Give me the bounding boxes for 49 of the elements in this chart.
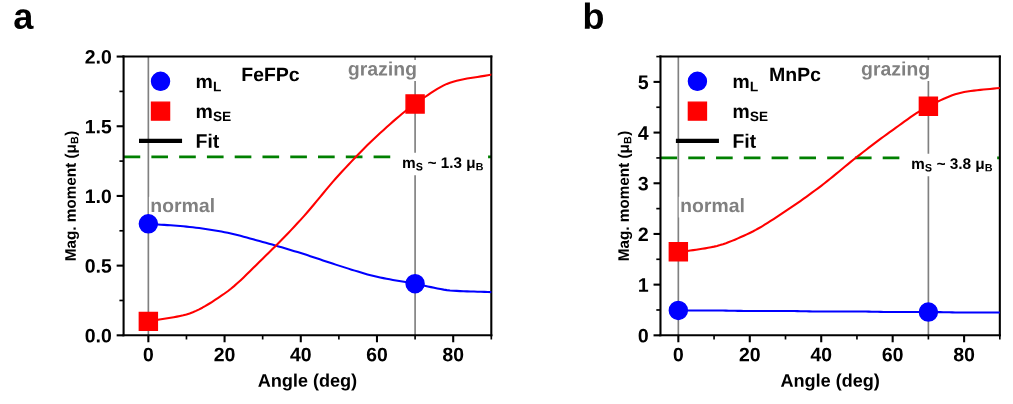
x-tick-label: 0 bbox=[673, 347, 683, 362]
annotation: Fit bbox=[196, 133, 220, 148]
point bbox=[405, 274, 425, 294]
y-axis-title: Mag. moment (μ$_{B}$) bbox=[64, 131, 79, 261]
point bbox=[668, 300, 689, 321]
y-tick-label: 0.0 bbox=[85, 328, 111, 343]
point bbox=[405, 94, 425, 114]
y-tick-label: 1.5 bbox=[85, 119, 112, 134]
point bbox=[668, 241, 689, 262]
legend-label: m$_{L}$ bbox=[196, 77, 221, 92]
x-tick-label: 0 bbox=[143, 347, 153, 362]
x-tick-label: 40 bbox=[290, 347, 311, 362]
annotation: FeFPc bbox=[242, 67, 300, 82]
legend-label: m$_{SE}$ bbox=[196, 107, 231, 122]
x-tick-label: 80 bbox=[443, 347, 464, 362]
chart-title: a bbox=[14, 9, 34, 30]
y-tick-label: 1 bbox=[639, 278, 649, 292]
y-tick-label: 0.5 bbox=[85, 259, 112, 273]
ref-line-label: m$_{S}$ ~ 1.3 μ$_{B}$ bbox=[403, 157, 483, 172]
y-tick-label: 5 bbox=[638, 75, 649, 90]
y-tick-label: 2.0 bbox=[85, 50, 111, 64]
point bbox=[138, 214, 159, 234]
x-axis-title: Angle (deg) bbox=[780, 373, 879, 391]
legend-label: m$_{SE}$ bbox=[733, 107, 768, 122]
y-axis-title: Mag. moment (μ$_{B}$) bbox=[617, 131, 633, 261]
x-tick-label: 60 bbox=[882, 347, 903, 362]
point bbox=[918, 96, 939, 116]
x-tick-label: 20 bbox=[214, 347, 235, 362]
annotation: MnPc bbox=[770, 67, 821, 82]
ref-line-label: grazing bbox=[861, 61, 929, 80]
y-tick-label: 0 bbox=[638, 328, 648, 343]
legend-label: m$_{L}$ bbox=[733, 77, 758, 92]
x-axis-title: Angle (deg) bbox=[258, 373, 357, 391]
x-tick-label: 80 bbox=[953, 347, 975, 362]
ref-line-label: m$_{S}$ ~ 3.8 μ$_{B}$ bbox=[912, 158, 993, 173]
ref-line-label: normal bbox=[151, 198, 214, 213]
y-tick-label: 2 bbox=[638, 227, 648, 241]
x-tick-label: 40 bbox=[810, 347, 832, 362]
point bbox=[918, 302, 939, 322]
y-tick-label: 3 bbox=[638, 176, 648, 191]
x-tick-label: 20 bbox=[739, 347, 760, 362]
ref-line-label: normal bbox=[681, 198, 744, 213]
annotation: Fit bbox=[733, 133, 756, 148]
y-tick-label: 1.0 bbox=[85, 189, 111, 204]
point bbox=[138, 311, 159, 332]
chart-title: b bbox=[584, 2, 603, 30]
y-tick-label: 4 bbox=[638, 126, 649, 140]
x-tick-label: 60 bbox=[366, 347, 388, 362]
ref-line-label: grazing bbox=[348, 61, 416, 80]
